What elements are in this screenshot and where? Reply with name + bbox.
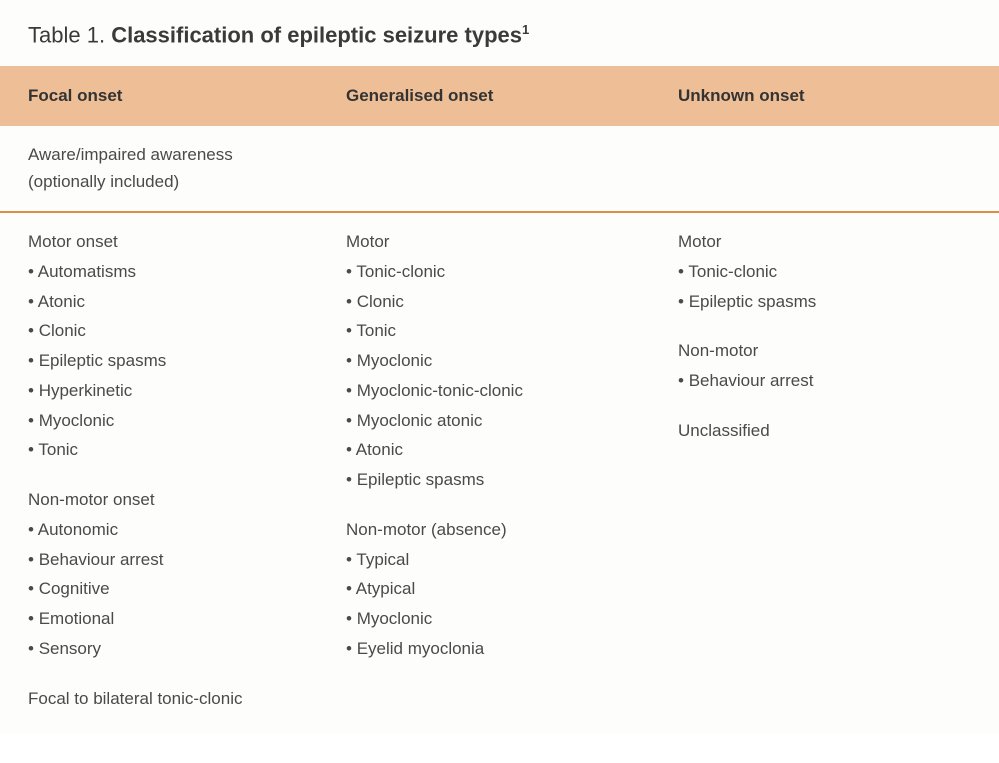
focal-motor-item: Epileptic spasms — [28, 346, 290, 376]
title-label: Table 1. — [28, 22, 105, 47]
awareness-line1: Aware/impaired awareness — [28, 142, 971, 168]
focal-motor-item: Myoclonic — [28, 406, 290, 436]
generalised-nonmotor-item: Atypical — [346, 574, 622, 604]
focal-motor-item: Automatisms — [28, 257, 290, 287]
generalised-motor-item: Myoclonic atonic — [346, 406, 622, 436]
unknown-nonmotor-item: Behaviour arrest — [678, 366, 971, 396]
generalised-motor-item: Myoclonic-tonic-clonic — [346, 376, 622, 406]
generalised-nonmotor-item: Eyelid myoclonia — [346, 634, 622, 664]
unknown-motor-item: Tonic-clonic — [678, 257, 971, 287]
focal-motor-item: Atonic — [28, 287, 290, 317]
focal-nonmotor-item: Autonomic — [28, 515, 290, 545]
header-row: Focal onset Generalised onset Unknown on… — [0, 66, 999, 126]
generalised-motor-item: Epileptic spasms — [346, 465, 622, 495]
generalised-motor-item: Tonic-clonic — [346, 257, 622, 287]
focal-motor-item: Clonic — [28, 316, 290, 346]
body-row: Motor onset Automatisms Atonic Clonic Ep… — [0, 213, 999, 733]
focal-motor-heading: Motor onset — [28, 227, 290, 257]
table-title: Table 1. Classification of epileptic sei… — [0, 0, 999, 66]
focal-motor-item: Tonic — [28, 435, 290, 465]
focal-footer: Focal to bilateral tonic-clonic — [28, 684, 290, 714]
header-unknown: Unknown onset — [650, 86, 999, 106]
focal-motor-item: Hyperkinetic — [28, 376, 290, 406]
focal-column: Motor onset Automatisms Atonic Clonic Ep… — [0, 227, 318, 713]
header-focal: Focal onset — [0, 86, 318, 106]
title-superscript: 1 — [522, 22, 529, 37]
focal-nonmotor-item: Sensory — [28, 634, 290, 664]
unknown-unclassified: Unclassified — [678, 416, 971, 446]
generalised-motor-heading: Motor — [346, 227, 622, 257]
generalised-column: Motor Tonic-clonic Clonic Tonic Myocloni… — [318, 227, 650, 713]
awareness-line2: (optionally included) — [28, 169, 971, 195]
awareness-row: Aware/impaired awareness (optionally inc… — [0, 126, 999, 213]
focal-nonmotor-item: Cognitive — [28, 574, 290, 604]
title-bold: Classification of epileptic seizure type… — [111, 22, 522, 47]
generalised-motor-item: Atonic — [346, 435, 622, 465]
classification-table: Table 1. Classification of epileptic sei… — [0, 0, 999, 733]
generalised-motor-item: Myoclonic — [346, 346, 622, 376]
focal-nonmotor-item: Emotional — [28, 604, 290, 634]
unknown-column: Motor Tonic-clonic Epileptic spasms Non-… — [650, 227, 999, 713]
focal-nonmotor-heading: Non-motor onset — [28, 485, 290, 515]
generalised-motor-item: Clonic — [346, 287, 622, 317]
focal-nonmotor-item: Behaviour arrest — [28, 545, 290, 575]
generalised-nonmotor-heading: Non-motor (absence) — [346, 515, 622, 545]
header-generalised: Generalised onset — [318, 86, 650, 106]
unknown-nonmotor-heading: Non-motor — [678, 336, 971, 366]
generalised-nonmotor-item: Typical — [346, 545, 622, 575]
generalised-nonmotor-item: Myoclonic — [346, 604, 622, 634]
unknown-motor-item: Epileptic spasms — [678, 287, 971, 317]
unknown-motor-heading: Motor — [678, 227, 971, 257]
generalised-motor-item: Tonic — [346, 316, 622, 346]
